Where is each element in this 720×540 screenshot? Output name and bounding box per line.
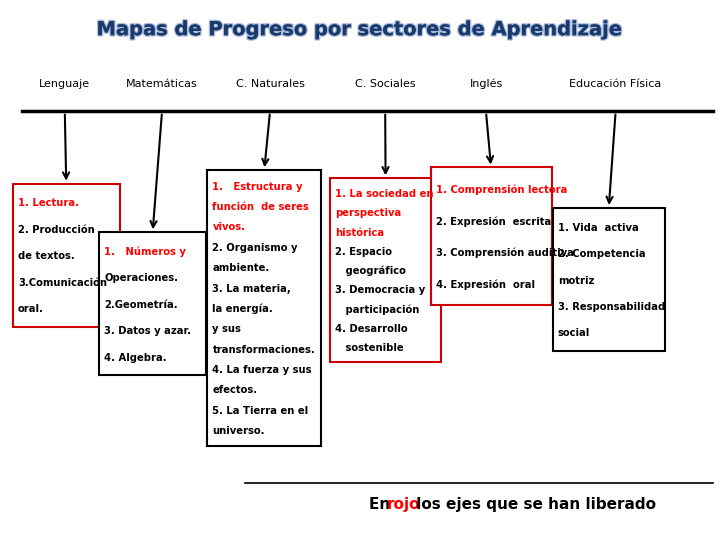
Text: transformaciones.: transformaciones.	[212, 345, 315, 355]
Text: geográfico: geográfico	[335, 266, 405, 276]
Text: universo.: universo.	[212, 426, 265, 436]
FancyBboxPatch shape	[207, 170, 321, 446]
Text: 3.Comunicación: 3.Comunicación	[18, 278, 107, 288]
Text: histórica: histórica	[335, 228, 384, 238]
Text: 2. Expresión  escrita: 2. Expresión escrita	[436, 216, 551, 227]
Text: vivos.: vivos.	[212, 222, 246, 232]
FancyBboxPatch shape	[330, 178, 441, 362]
Text: 2. Competencia: 2. Competencia	[558, 249, 646, 259]
Text: C. Sociales: C. Sociales	[355, 79, 415, 89]
Text: Mapas de Progreso por sectores de Aprendizaje: Mapas de Progreso por sectores de Aprend…	[96, 20, 624, 39]
FancyBboxPatch shape	[13, 184, 120, 327]
Text: Operaciones.: Operaciones.	[104, 273, 179, 284]
Text: 2. Organismo y: 2. Organismo y	[212, 243, 298, 253]
Text: En: En	[369, 497, 395, 512]
Text: los ejes que se han liberado: los ejes que se han liberado	[412, 497, 657, 512]
Text: ambiente.: ambiente.	[212, 263, 270, 273]
Text: 4. La fuerza y sus: 4. La fuerza y sus	[212, 365, 312, 375]
Text: 3. Democracia y: 3. Democracia y	[335, 285, 425, 295]
Text: y sus: y sus	[212, 324, 241, 334]
Text: oral.: oral.	[18, 304, 44, 314]
Text: participación: participación	[335, 304, 419, 315]
Text: 2. Espacio: 2. Espacio	[335, 247, 392, 257]
Text: 2.Geometría.: 2.Geometría.	[104, 300, 178, 310]
Text: 3. Comprensión auditiva: 3. Comprensión auditiva	[436, 248, 573, 259]
Text: 1. Vida  activa: 1. Vida activa	[558, 222, 639, 233]
Text: 1.   Números y: 1. Números y	[104, 247, 186, 257]
Text: de textos.: de textos.	[18, 251, 75, 261]
FancyBboxPatch shape	[99, 232, 206, 375]
Text: Inglés: Inglés	[469, 78, 503, 89]
Text: 1. Comprensión lectora: 1. Comprensión lectora	[436, 185, 567, 195]
Text: la energía.: la energía.	[212, 303, 273, 314]
Text: 3. Responsabilidad: 3. Responsabilidad	[558, 302, 665, 312]
Text: 4. Expresión  oral: 4. Expresión oral	[436, 280, 534, 290]
Text: perspectiva: perspectiva	[335, 208, 401, 219]
Text: Matemáticas: Matemáticas	[126, 79, 198, 89]
Text: sostenible: sostenible	[335, 343, 403, 353]
Text: motriz: motriz	[558, 275, 595, 286]
Text: 1.   Estructura y: 1. Estructura y	[212, 182, 303, 192]
Text: social: social	[558, 328, 590, 339]
Text: Educación Física: Educación Física	[570, 79, 662, 89]
Text: función  de seres: función de seres	[212, 202, 309, 212]
Text: 1. Lectura.: 1. Lectura.	[18, 198, 79, 208]
Text: 1. La sociedad en: 1. La sociedad en	[335, 190, 433, 199]
Text: 4. Desarrollo: 4. Desarrollo	[335, 323, 408, 334]
FancyBboxPatch shape	[553, 208, 665, 351]
Text: 3. Datos y azar.: 3. Datos y azar.	[104, 326, 192, 336]
Text: C. Naturales: C. Naturales	[235, 79, 305, 89]
Text: 2. Producción: 2. Producción	[18, 225, 95, 235]
Text: efectos.: efectos.	[212, 386, 258, 395]
Text: rojo: rojo	[387, 497, 420, 512]
Text: Lenguaje: Lenguaje	[39, 79, 91, 89]
Text: 5. La Tierra en el: 5. La Tierra en el	[212, 406, 309, 416]
Text: 3. La materia,: 3. La materia,	[212, 284, 291, 294]
Text: 4. Algebra.: 4. Algebra.	[104, 353, 167, 363]
FancyBboxPatch shape	[431, 167, 552, 305]
